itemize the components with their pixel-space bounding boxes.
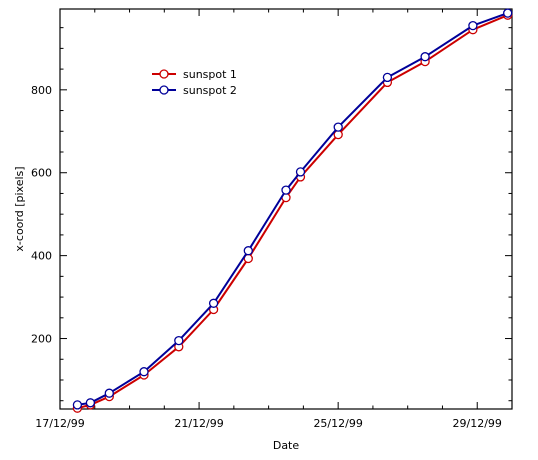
y-tick-label: 600	[31, 167, 52, 180]
y-tick-label: 200	[31, 333, 52, 346]
legend-item-1: sunspot 1	[152, 68, 237, 81]
data-point	[281, 185, 291, 195]
series-group	[72, 8, 513, 413]
chart-legend: sunspot 1 sunspot 2	[152, 68, 237, 97]
data-point	[333, 122, 343, 132]
data-point	[208, 298, 219, 308]
x-tick-label: 25/12/99	[313, 417, 362, 430]
data-point	[139, 367, 149, 377]
legend-marker	[159, 69, 169, 79]
data-point	[382, 72, 393, 83]
legend-label: sunspot 1	[183, 68, 237, 81]
data-point	[295, 167, 306, 177]
x-tick-label: 29/12/99	[453, 417, 502, 430]
y-axis-label: x-coord [pixels]	[13, 166, 26, 251]
data-point	[243, 246, 253, 256]
data-point	[503, 8, 513, 18]
legend-label: sunspot 2	[183, 84, 237, 97]
series-2	[72, 8, 513, 410]
data-point	[174, 335, 184, 346]
y-tick-label: 800	[31, 84, 52, 97]
plot-axes: 17/12/99 21/12/99 25/12/99 29/12/99 200 400 60…	[31, 8, 513, 430]
data-point	[420, 52, 430, 62]
plot-frame	[59, 8, 513, 410]
data-point	[104, 388, 114, 398]
legend-marker	[159, 85, 169, 95]
data-point	[85, 398, 96, 408]
y-tick-label: 400	[31, 250, 52, 263]
series-2-line	[77, 12, 509, 406]
x-axis-label: Date	[273, 439, 300, 452]
x-tick-label: 21/12/99	[174, 417, 223, 430]
series-1-line	[77, 14, 509, 410]
legend-item-2: sunspot 2	[152, 84, 237, 97]
x-tick-label: 17/12/99	[35, 417, 84, 430]
data-point	[468, 20, 478, 31]
data-point	[72, 400, 83, 410]
